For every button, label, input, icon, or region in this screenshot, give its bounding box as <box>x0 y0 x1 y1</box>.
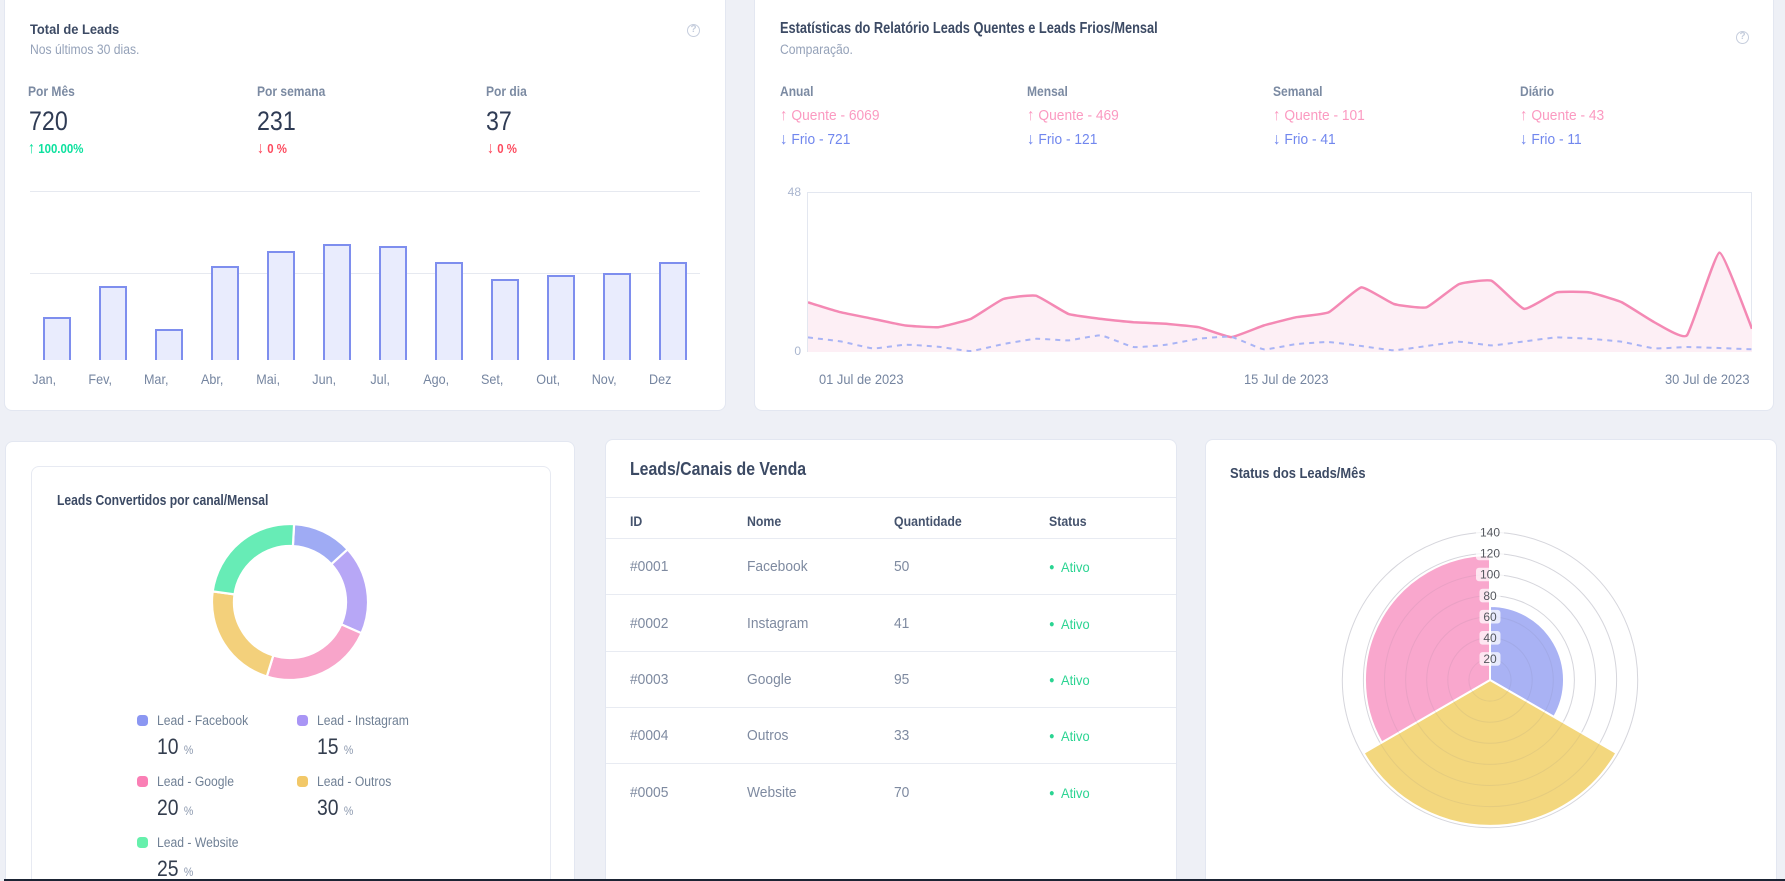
svg-text:60: 60 <box>1483 610 1497 624</box>
svg-text:80: 80 <box>1483 589 1497 603</box>
svg-text:120: 120 <box>1480 547 1500 561</box>
svg-text:20: 20 <box>1483 652 1497 666</box>
svg-text:40: 40 <box>1483 631 1497 645</box>
svg-text:100: 100 <box>1480 568 1500 582</box>
svg-text:140: 140 <box>1480 526 1500 540</box>
